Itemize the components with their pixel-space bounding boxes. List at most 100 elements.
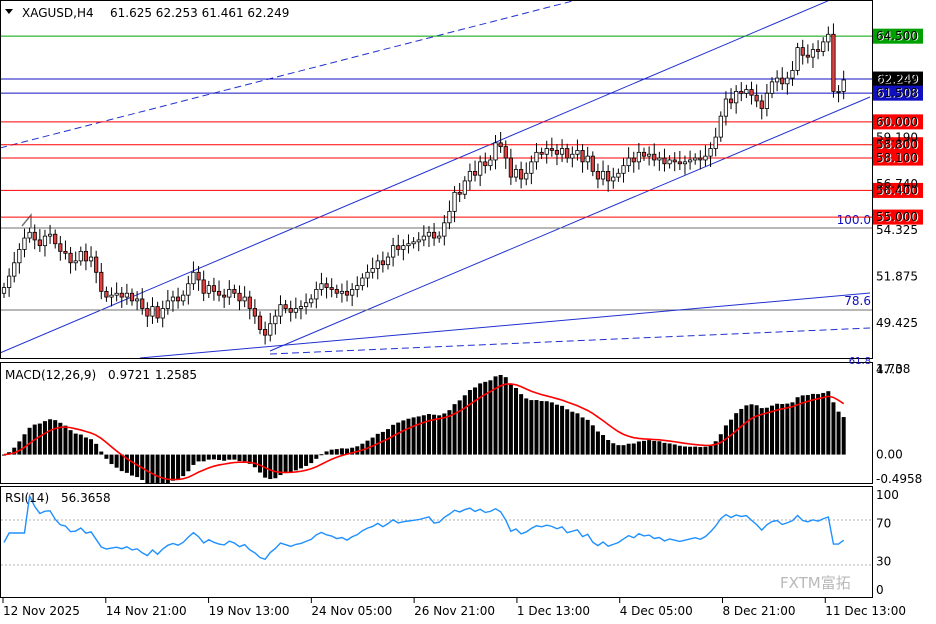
candle-body — [800, 47, 805, 56]
fibo-78-label: 78.6 — [844, 294, 871, 308]
macd-bar — [119, 454, 124, 472]
level-price-box — [873, 137, 923, 153]
macd-bar — [150, 454, 155, 483]
candle-body — [647, 153, 652, 157]
macd-bar — [764, 407, 769, 455]
candle-body — [416, 239, 421, 243]
candle-body — [626, 157, 631, 167]
candle-body — [42, 235, 48, 247]
price-tick-label: 54.325 — [876, 223, 918, 237]
rsi-axis: 100 70 30 0 — [876, 488, 899, 597]
macd-bar — [165, 454, 170, 483]
candle-body — [344, 290, 350, 296]
macd-bar — [314, 454, 319, 459]
macd-bar — [473, 387, 478, 455]
macd-bar — [380, 431, 385, 455]
level-price-label: 55.000 — [877, 211, 919, 225]
macd-bar — [222, 454, 227, 461]
candle-body — [462, 180, 467, 195]
macd-bar — [457, 400, 462, 455]
macd-bar — [723, 425, 728, 455]
price-tick-label: 59.190 — [876, 130, 918, 144]
candle-body — [611, 176, 616, 182]
candle-body — [329, 287, 334, 290]
candle-body — [314, 289, 319, 300]
price-tick-label: 47.0 — [876, 362, 903, 376]
macd-bar — [339, 448, 344, 455]
candle-body — [53, 233, 58, 245]
candle-body — [227, 289, 232, 298]
candle-body — [447, 210, 452, 224]
macd-bar — [391, 424, 396, 455]
candle-body — [129, 292, 135, 302]
time-tick-label: 1 Dec 13:00 — [517, 604, 590, 618]
watermark: FXTM富拓 — [780, 574, 851, 592]
candle-body — [744, 89, 749, 94]
candle-body — [175, 296, 181, 302]
rsi-tick-label: 100 — [876, 488, 899, 502]
macd-bar — [785, 403, 790, 455]
macd-bar — [826, 391, 831, 455]
macd-bar — [554, 404, 559, 455]
macd-bar — [58, 422, 63, 455]
fibo-ray-line[interactable] — [139, 292, 871, 358]
candle-body — [769, 81, 775, 94]
macd-bar — [708, 444, 713, 455]
price-tick-label: 56.740 — [876, 177, 918, 191]
candle-body — [334, 289, 339, 294]
candle-body — [565, 148, 570, 159]
time-tick-label: 4 Dec 05:00 — [620, 604, 693, 618]
candle-body — [22, 237, 27, 250]
candle-body — [775, 77, 780, 83]
macd-bar — [206, 454, 211, 460]
macd-bar — [227, 454, 232, 460]
time-tick-label: 26 Nov 21:00 — [414, 604, 495, 618]
channel-lower-line[interactable] — [269, 96, 871, 352]
candle-body — [687, 159, 693, 163]
triangle-down-icon[interactable] — [5, 9, 13, 14]
candle-body — [32, 231, 37, 241]
candle-body — [365, 271, 370, 279]
candle-body — [124, 292, 129, 298]
macd-bar — [560, 405, 565, 455]
candle-body — [723, 98, 729, 117]
rsi-tick-label: 70 — [876, 517, 891, 531]
candle-body — [539, 151, 544, 155]
candle-body — [631, 157, 636, 163]
candle-body — [288, 308, 293, 313]
macd-bar — [78, 434, 83, 455]
macd-signal-line — [3, 383, 845, 481]
macd-bar — [42, 421, 47, 455]
macd-bar — [498, 374, 503, 455]
macd-bar — [170, 454, 175, 481]
macd-bar — [549, 402, 554, 455]
macd-bar — [411, 417, 416, 455]
channel-upper-line[interactable] — [0, 0, 830, 354]
candle-body — [411, 241, 416, 245]
fibo-dashed-ray[interactable] — [269, 327, 871, 355]
candle-body — [616, 172, 621, 178]
macd-bar — [442, 413, 447, 455]
level-price-box — [873, 71, 923, 87]
macd-bar — [642, 440, 646, 455]
candle-body — [160, 308, 165, 319]
macd-bar — [196, 454, 201, 462]
rsi-panel-frame — [0, 486, 873, 598]
level-price-box — [873, 182, 923, 198]
macd-bar — [386, 429, 390, 455]
macd-bar — [83, 437, 88, 455]
candles-group — [1, 23, 846, 345]
macd-bar — [534, 400, 539, 455]
price-tick-label: 55.000 — [876, 210, 918, 224]
macd-bar — [780, 403, 785, 455]
macd-bar — [698, 447, 703, 455]
macd-bar — [493, 376, 498, 455]
candle-body — [708, 148, 713, 157]
macd-bar — [401, 420, 406, 455]
candle-body — [78, 250, 83, 262]
candle-body — [324, 283, 329, 288]
candle-body — [109, 294, 114, 298]
candle-body — [252, 308, 257, 317]
